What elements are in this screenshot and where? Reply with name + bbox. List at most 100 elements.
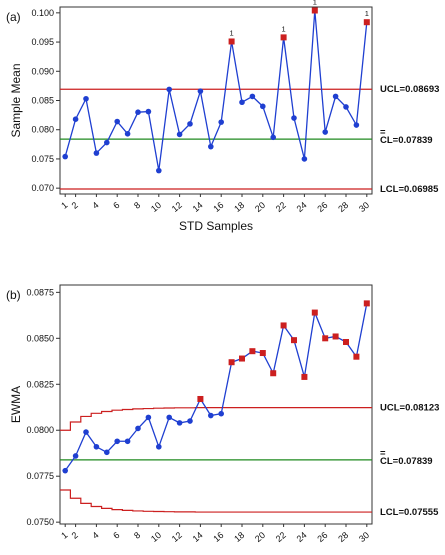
x-tick-label: 28 — [336, 530, 350, 544]
data-point — [343, 104, 349, 110]
data-point — [176, 131, 183, 138]
flagged-point — [311, 7, 318, 14]
data-point — [353, 122, 360, 128]
lcl-label: LCL=0.07555 — [380, 507, 439, 518]
flagged-point — [353, 353, 360, 360]
data-point — [124, 438, 131, 445]
y-tick-label: 0.0800 — [26, 425, 54, 435]
x-tick-label: 10 — [149, 530, 163, 544]
x-tick-label: 8 — [132, 530, 142, 541]
data-point — [72, 116, 79, 122]
series-line — [64, 10, 368, 171]
flagged-point — [228, 38, 235, 45]
data-point — [104, 449, 110, 456]
x-tick-label: 28 — [336, 200, 350, 214]
data-point — [218, 410, 224, 417]
plot-frame — [59, 284, 373, 525]
data-point — [197, 88, 204, 94]
data-point — [93, 150, 100, 156]
y-tick-label: 0.090 — [31, 66, 54, 76]
y-tick-label: 0.080 — [31, 125, 54, 135]
data-point — [156, 443, 162, 450]
flagged-point — [239, 355, 245, 362]
ucl-label: UCL=0.08123 — [380, 403, 439, 414]
data-point — [332, 93, 339, 100]
flagged-point — [363, 300, 370, 307]
cl-prefix: = — [380, 127, 386, 138]
data-point — [156, 167, 162, 174]
data-point — [260, 103, 266, 110]
y-tick-label: 0.085 — [31, 96, 54, 106]
x-tick-label: 8 — [132, 200, 142, 211]
x-tick-label: 10 — [149, 200, 163, 214]
x-tick-label: 24 — [295, 530, 309, 544]
y-tick-label: 0.0850 — [26, 333, 54, 343]
flagged-point — [301, 373, 308, 380]
x-tick-label: 18 — [232, 530, 246, 544]
data-point — [114, 118, 120, 125]
data-point — [135, 109, 141, 115]
x-tick-label: 2 — [70, 200, 80, 211]
x-tick-label: 1 — [59, 200, 69, 211]
data-point — [83, 95, 89, 102]
data-point — [301, 156, 308, 162]
data-point — [62, 467, 68, 474]
flagged-point — [259, 350, 266, 357]
data-point — [187, 121, 193, 127]
data-point — [176, 420, 183, 426]
data-point — [208, 143, 214, 150]
ucl-line — [60, 407, 372, 431]
panel-ewma: (b) 0.0750 0.0775 0.0800 0.0825 0.0850 0.0875 1… — [6, 284, 439, 555]
data-point — [239, 99, 245, 106]
cl-label: CL=0.07839 — [380, 456, 433, 467]
x-tick-label: 12 — [170, 200, 184, 214]
panel-label: (b) — [6, 288, 21, 302]
y-tick-label: 0.100 — [31, 8, 54, 18]
data-point — [322, 129, 329, 135]
x-tick-label: 6 — [111, 200, 121, 211]
x-axis-title: STD Samples — [179, 219, 253, 233]
cl-label: CL=0.07839 — [380, 135, 433, 146]
ucl-label: UCL=0.08693 — [380, 84, 439, 95]
y-tick-label: 0.070 — [31, 183, 54, 193]
flag-label: 1 — [282, 24, 286, 33]
flagged-point — [228, 359, 235, 366]
panel-label: (a) — [6, 10, 21, 24]
x-tick-label: 22 — [274, 530, 288, 544]
x-tick-label: 20 — [253, 530, 267, 544]
flagged-point — [280, 322, 287, 329]
x-tick-label: 20 — [253, 200, 267, 214]
lcl-label: LCL=0.06985 — [380, 184, 439, 195]
lcl-line — [60, 489, 372, 513]
data-point — [72, 453, 79, 459]
data-point — [83, 429, 89, 435]
series-line — [64, 303, 368, 472]
x-tick-label: 26 — [315, 200, 329, 214]
y-tick-label: 0.0775 — [26, 471, 54, 481]
x-tick-label: 16 — [211, 200, 225, 214]
data-point — [218, 119, 224, 125]
x-tick-label: 30 — [357, 530, 371, 544]
y-tick-label: 0.0825 — [26, 379, 54, 389]
flagged-point — [332, 333, 339, 340]
x-tick-label: 22 — [274, 200, 288, 214]
flagged-point — [343, 338, 349, 345]
flag-label: 1 — [313, 0, 317, 7]
y-tick-label: 0.095 — [31, 37, 54, 47]
x-tick-label: 24 — [295, 200, 309, 214]
data-point — [145, 414, 152, 421]
data-point — [93, 443, 100, 450]
plot-frame — [59, 6, 373, 195]
x-tick-label: 16 — [211, 530, 225, 544]
x-tick-label: 14 — [191, 530, 205, 544]
flag-label: 1 — [230, 28, 234, 37]
x-tick-label: 6 — [111, 530, 121, 541]
flagged-point — [197, 395, 204, 402]
data-point — [270, 134, 277, 141]
flagged-point — [322, 335, 329, 342]
x-tick-label: 30 — [357, 200, 371, 214]
y-tick-label: 0.0875 — [26, 287, 54, 297]
flag-label: 1 — [365, 9, 369, 18]
